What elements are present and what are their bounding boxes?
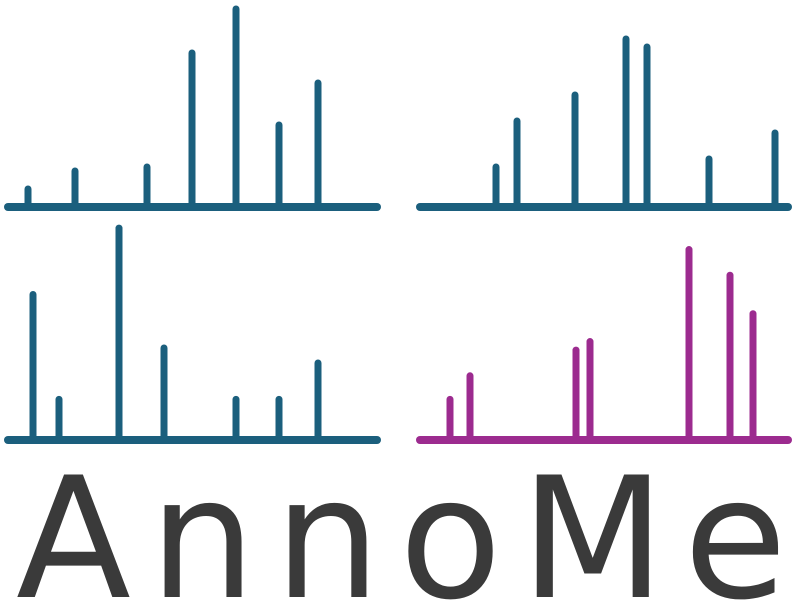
mass-spectra-graphic xyxy=(4,5,792,444)
wordmark-letter-n1: n xyxy=(149,441,256,615)
wordmark-letter-n2: n xyxy=(274,441,381,615)
panel-top-right xyxy=(416,35,792,211)
wordmark-letter-a: A xyxy=(16,441,131,615)
panel-bottom-left xyxy=(4,224,381,444)
panel-bottom-right xyxy=(416,246,792,444)
panel-top-left xyxy=(4,5,381,211)
wordmark-letter-m: M xyxy=(520,441,666,615)
wordmark-letter-o: o xyxy=(399,441,502,615)
logo-wordmark: A n n o M e xyxy=(0,455,801,615)
wordmark-letter-e: e xyxy=(683,441,787,615)
